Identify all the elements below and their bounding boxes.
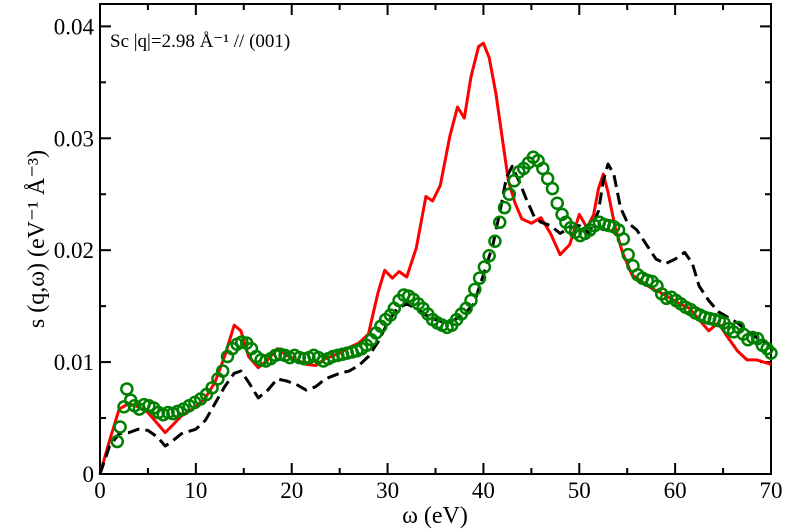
data-point <box>545 181 560 196</box>
y-tick-label: 0 <box>83 462 95 487</box>
data-point <box>616 232 631 246</box>
x-tick-label: 0 <box>94 478 106 503</box>
data-point <box>492 215 507 229</box>
data-point <box>472 271 487 285</box>
x-tick-label: 20 <box>280 478 303 503</box>
x-tick-label: 40 <box>472 478 495 503</box>
y-tick-label: 0.04 <box>54 14 95 39</box>
series-solid-line <box>98 41 772 475</box>
data-point <box>110 434 125 449</box>
y-axis-title: s (q,ω) (eV⁻¹ Å⁻³) <box>24 150 50 328</box>
annotation-text: Sc |q|=2.98 Å⁻¹ // (001) <box>110 31 290 52</box>
x-tick-label: 10 <box>184 478 207 503</box>
x-axis-title: ω (eV) <box>402 503 468 529</box>
y-tick-label: 0.01 <box>54 350 94 375</box>
data-point <box>764 346 778 360</box>
x-tick-label: 50 <box>568 478 591 503</box>
data-point <box>477 260 492 274</box>
y-tick-label: 0.03 <box>54 126 94 151</box>
data-point <box>464 293 478 308</box>
series-circles <box>110 150 778 449</box>
data-point <box>482 249 496 263</box>
x-tick-label: 60 <box>664 478 687 503</box>
y-tick-label: 0.02 <box>54 238 94 263</box>
data-point <box>497 200 512 215</box>
data-point <box>502 187 517 201</box>
x-tick-label: 30 <box>376 478 399 503</box>
ticks: 0 10 20 30 40 50 60 70 0 0.01 0.02 0.03 0.04 <box>54 4 783 503</box>
data-point <box>550 196 564 210</box>
data-point <box>488 234 502 248</box>
data-point <box>215 364 230 378</box>
x-tick-label: 70 <box>760 478 783 503</box>
data-point <box>621 247 635 262</box>
data-point <box>468 282 482 297</box>
data-point <box>120 382 134 396</box>
data-point <box>383 308 398 322</box>
data-point <box>113 420 127 434</box>
series-layer <box>98 41 778 475</box>
